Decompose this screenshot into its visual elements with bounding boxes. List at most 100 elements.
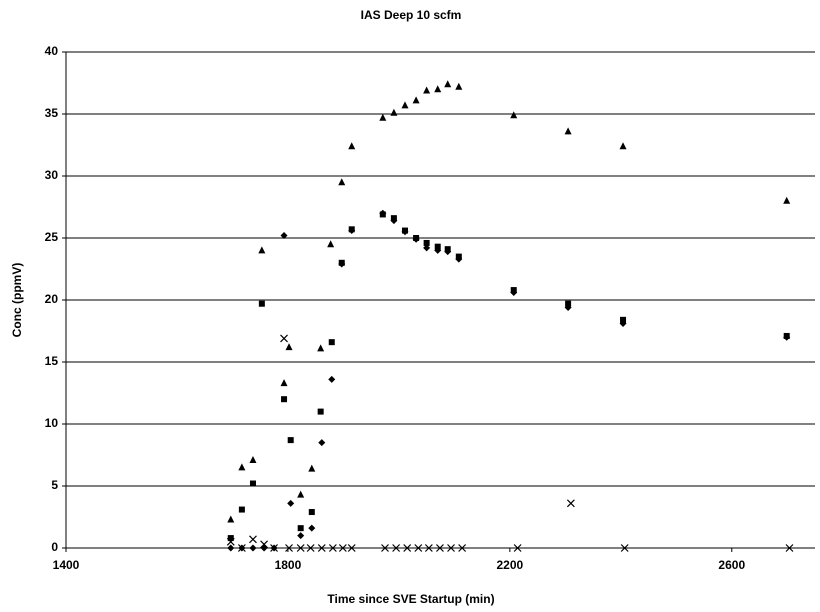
point <box>306 544 315 552</box>
point <box>458 544 467 552</box>
point <box>260 540 268 549</box>
point <box>619 142 627 150</box>
point <box>379 209 387 217</box>
point <box>436 544 444 552</box>
point <box>564 127 572 135</box>
point <box>510 289 518 297</box>
point <box>297 525 304 532</box>
point <box>328 544 337 552</box>
point <box>434 243 441 250</box>
point <box>238 463 246 471</box>
y-tick-label: 5 <box>51 478 58 492</box>
point <box>424 544 433 552</box>
point <box>423 239 430 246</box>
point <box>510 111 518 119</box>
point <box>347 544 356 552</box>
point <box>281 396 288 403</box>
point <box>285 343 293 351</box>
point <box>318 439 326 447</box>
point <box>390 108 398 116</box>
y-tick-label: 40 <box>45 44 59 58</box>
point <box>785 544 794 552</box>
point <box>403 544 412 552</box>
point <box>423 244 431 252</box>
point <box>297 490 305 498</box>
point <box>564 303 572 311</box>
point <box>308 464 316 472</box>
y-tick-label: 20 <box>45 292 59 306</box>
point <box>260 544 268 552</box>
point <box>317 544 326 552</box>
point <box>237 544 246 552</box>
point <box>227 535 234 542</box>
point <box>401 101 409 109</box>
y-tick-label: 10 <box>45 416 59 430</box>
point <box>285 544 293 552</box>
point <box>327 240 335 248</box>
point <box>270 544 278 552</box>
point <box>620 544 629 552</box>
point <box>227 515 235 523</box>
point <box>308 509 315 516</box>
point <box>338 260 346 268</box>
point <box>258 300 265 307</box>
y-tick-label: 0 <box>51 540 58 554</box>
point <box>412 235 420 243</box>
point <box>392 544 401 552</box>
x-tick-label: 1800 <box>275 558 302 572</box>
point <box>296 544 305 552</box>
y-tick-label: 35 <box>45 106 59 120</box>
point <box>338 178 346 186</box>
point <box>455 255 463 263</box>
point <box>381 544 389 552</box>
point <box>390 217 398 225</box>
point <box>401 228 409 236</box>
point <box>249 535 257 544</box>
point <box>434 85 442 93</box>
point <box>328 339 335 346</box>
point <box>249 455 257 463</box>
point <box>412 96 420 104</box>
point <box>444 248 452 256</box>
chart-title: IAS Deep 10 scfm <box>361 8 462 22</box>
point <box>620 316 627 323</box>
point <box>317 344 325 352</box>
point <box>249 480 256 487</box>
point <box>238 506 245 513</box>
point <box>379 113 387 121</box>
x-tick-label: 2200 <box>497 558 524 572</box>
point <box>227 544 235 552</box>
point <box>308 524 316 532</box>
point <box>287 499 295 507</box>
point <box>434 246 442 254</box>
point <box>338 544 347 552</box>
point <box>783 333 791 341</box>
y-tick-label: 30 <box>45 168 59 182</box>
x-axis-label: Time since SVE Startup (min) <box>327 592 494 606</box>
point <box>414 544 423 552</box>
point <box>348 227 356 235</box>
x-tick-label: 2600 <box>718 558 745 572</box>
point <box>455 82 463 90</box>
point <box>566 499 575 508</box>
point <box>619 320 627 328</box>
y-tick-label: 25 <box>45 230 59 244</box>
point <box>280 334 288 343</box>
point <box>447 544 455 552</box>
point <box>258 246 266 254</box>
point <box>287 437 294 444</box>
y-axis-label: Conc (ppmV) <box>10 263 24 338</box>
point <box>783 196 791 204</box>
point <box>444 80 452 88</box>
point <box>328 375 336 383</box>
point <box>423 86 431 94</box>
point <box>513 544 522 552</box>
point <box>280 379 288 387</box>
point <box>297 532 305 540</box>
point <box>249 544 257 552</box>
point <box>565 300 572 307</box>
point <box>280 232 288 240</box>
point <box>317 408 324 415</box>
point <box>348 142 356 150</box>
